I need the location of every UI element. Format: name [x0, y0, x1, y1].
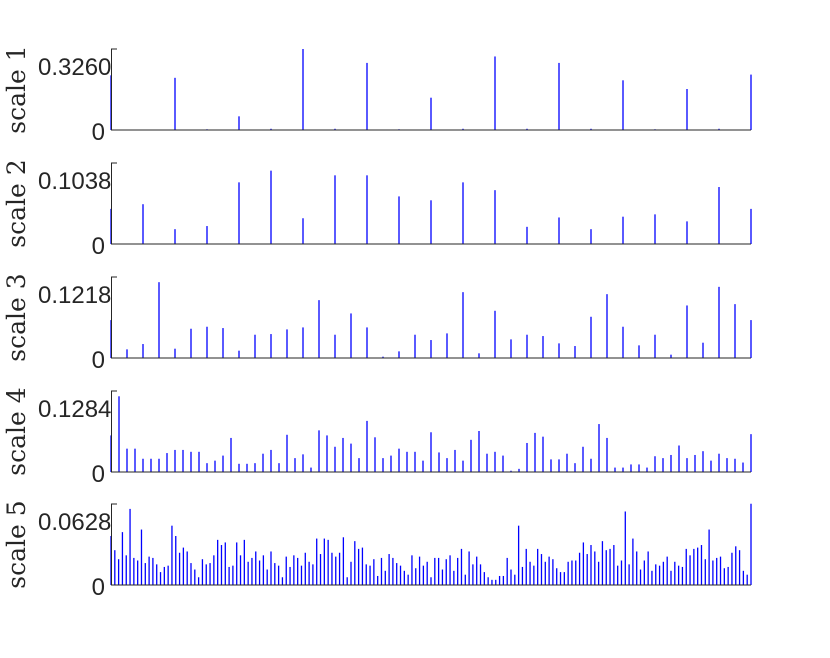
y-tick-label-zero: 0 — [92, 574, 105, 601]
y-tick-label-max: 0.1038 — [38, 168, 111, 195]
y-tick-label-zero: 0 — [92, 233, 105, 260]
y-axis-label: scale 5 — [2, 500, 31, 588]
y-tick-label-max: 0.3260 — [38, 54, 111, 81]
subplot-2: 0.1038 0 scale 2 — [2, 159, 752, 260]
subplot-4: 0.1284 0 scale 4 — [2, 387, 752, 488]
y-tick-label-zero: 0 — [92, 347, 105, 374]
subplot-3: 0.1218 0 scale 3 — [2, 273, 752, 374]
y-tick-label-zero: 0 — [92, 461, 105, 488]
y-tick-label-max: 0.1218 — [38, 282, 111, 309]
y-tick-label-zero: 0 — [92, 119, 105, 146]
subplot-1: 0.3260 0 scale 1 — [2, 45, 752, 146]
y-axis-label: scale 1 — [2, 45, 31, 133]
y-tick-label-max: 0.0628 — [38, 509, 111, 536]
y-axis-label: scale 4 — [2, 387, 31, 475]
subplot-5: 0.0628 0 scale 5 — [2, 500, 752, 601]
y-tick-label-max: 0.1284 — [38, 396, 111, 423]
y-axis-label: scale 2 — [2, 159, 31, 247]
y-axis-label: scale 3 — [2, 273, 31, 361]
